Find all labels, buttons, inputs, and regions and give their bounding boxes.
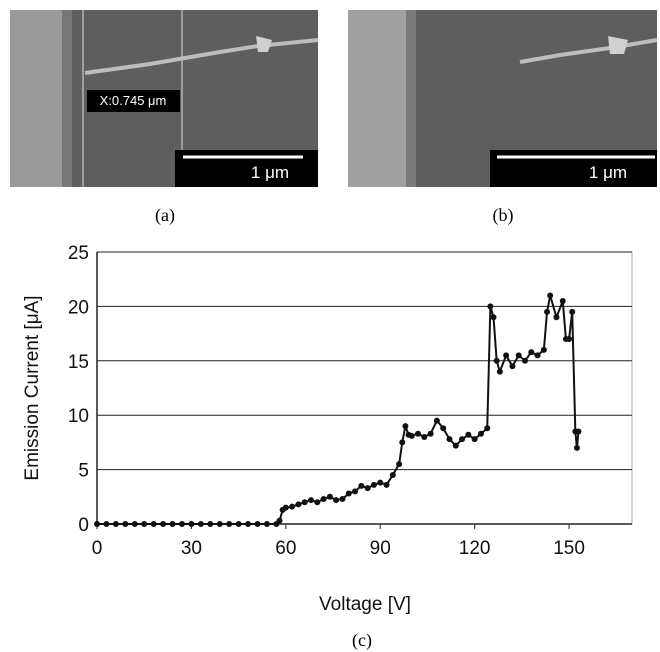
data-point bbox=[493, 357, 500, 364]
data-point bbox=[235, 521, 242, 527]
data-point bbox=[150, 521, 157, 527]
x-tick-label: 90 bbox=[370, 538, 391, 559]
data-point bbox=[503, 352, 510, 359]
data-point bbox=[408, 432, 415, 439]
data-point bbox=[575, 428, 582, 435]
y-tick-label: 20 bbox=[68, 297, 89, 318]
x-tick-label: 150 bbox=[553, 538, 585, 559]
data-point bbox=[553, 314, 560, 321]
data-point bbox=[427, 430, 434, 437]
data-point bbox=[573, 444, 580, 451]
data-point bbox=[358, 482, 365, 489]
data-point bbox=[345, 490, 352, 497]
data-point bbox=[352, 488, 359, 495]
data-point bbox=[370, 481, 377, 488]
data-point bbox=[383, 481, 390, 488]
sem-image-a: X:0.745 μm 1 μm bbox=[10, 10, 319, 187]
data-point bbox=[377, 479, 384, 486]
data-point bbox=[326, 493, 333, 500]
data-point bbox=[399, 439, 406, 446]
x-axis-label: Voltage [V] bbox=[319, 594, 411, 615]
data-point bbox=[226, 521, 233, 527]
data-point bbox=[216, 521, 223, 527]
data-point bbox=[188, 521, 195, 527]
data-point bbox=[333, 497, 340, 504]
data-point bbox=[112, 521, 119, 527]
y-tick-label: 0 bbox=[78, 515, 89, 536]
data-point bbox=[131, 521, 138, 527]
data-point bbox=[245, 521, 252, 527]
plot-frame bbox=[96, 251, 633, 525]
panel-label: (a) bbox=[155, 205, 175, 226]
data-point bbox=[477, 430, 484, 437]
chart: 0 5 10 15 20 25 0 30 60 90 120 150 bbox=[68, 243, 633, 559]
data-point bbox=[440, 425, 447, 432]
data-point bbox=[402, 423, 409, 430]
data-point bbox=[459, 436, 466, 443]
x-tick-label: 0 bbox=[92, 538, 103, 559]
data-point bbox=[471, 436, 478, 443]
data-point bbox=[178, 521, 185, 527]
data-point bbox=[169, 521, 176, 527]
data-point bbox=[515, 352, 522, 359]
data-point bbox=[569, 308, 576, 315]
data-point bbox=[452, 442, 459, 449]
data-point bbox=[276, 517, 283, 524]
measurement: X:0.745 μm bbox=[100, 93, 167, 108]
data-point bbox=[339, 495, 346, 502]
panel-label: (c) bbox=[352, 630, 372, 651]
data-point bbox=[544, 308, 551, 315]
data-point bbox=[389, 472, 396, 479]
data-point bbox=[566, 336, 573, 343]
data-point bbox=[421, 433, 428, 440]
data-point bbox=[207, 521, 214, 527]
data-point bbox=[160, 521, 167, 527]
y-axis-label: Emission Current [μA] bbox=[22, 295, 43, 480]
data-line bbox=[97, 295, 580, 525]
data-point bbox=[364, 485, 371, 492]
data-point bbox=[487, 303, 494, 310]
data-point bbox=[94, 521, 100, 527]
y-tick-label: 15 bbox=[68, 352, 89, 373]
data-point bbox=[528, 349, 535, 356]
data-point bbox=[547, 292, 554, 299]
y-tick-label: 5 bbox=[78, 461, 89, 482]
data-point bbox=[415, 430, 421, 437]
x-tick-label: 30 bbox=[181, 538, 202, 559]
data-point bbox=[559, 297, 566, 304]
data-point bbox=[496, 368, 503, 375]
y-tick-label: 10 bbox=[68, 406, 89, 427]
data-point bbox=[446, 436, 453, 443]
y-tick-label: 25 bbox=[68, 243, 89, 264]
data-point bbox=[540, 346, 547, 353]
sem-image-b: 1 μm bbox=[348, 10, 658, 187]
data-point bbox=[295, 501, 302, 508]
data-point bbox=[282, 504, 289, 511]
data-point bbox=[254, 521, 261, 527]
data-point bbox=[396, 461, 403, 468]
data-point bbox=[433, 417, 440, 424]
data-point bbox=[490, 314, 497, 321]
data-point bbox=[509, 363, 516, 370]
data-point bbox=[141, 521, 148, 527]
scale-bar-label: 1 μm bbox=[589, 163, 627, 182]
data-point bbox=[484, 425, 491, 432]
data-point bbox=[320, 495, 327, 502]
data-point bbox=[197, 521, 204, 527]
data-point bbox=[263, 521, 270, 527]
x-tick-label: 120 bbox=[459, 538, 491, 559]
data-point bbox=[522, 357, 528, 364]
data-point bbox=[122, 521, 129, 527]
data-point bbox=[534, 352, 541, 359]
data-point bbox=[103, 521, 110, 527]
data-point bbox=[314, 499, 321, 506]
data-point bbox=[465, 431, 472, 438]
data-point bbox=[308, 497, 314, 504]
x-tick-label: 60 bbox=[275, 538, 296, 559]
data-point bbox=[301, 499, 308, 506]
scale-bar-label: 1 μm bbox=[251, 163, 289, 182]
data-point bbox=[289, 503, 296, 510]
panel-label: (b) bbox=[493, 205, 514, 226]
